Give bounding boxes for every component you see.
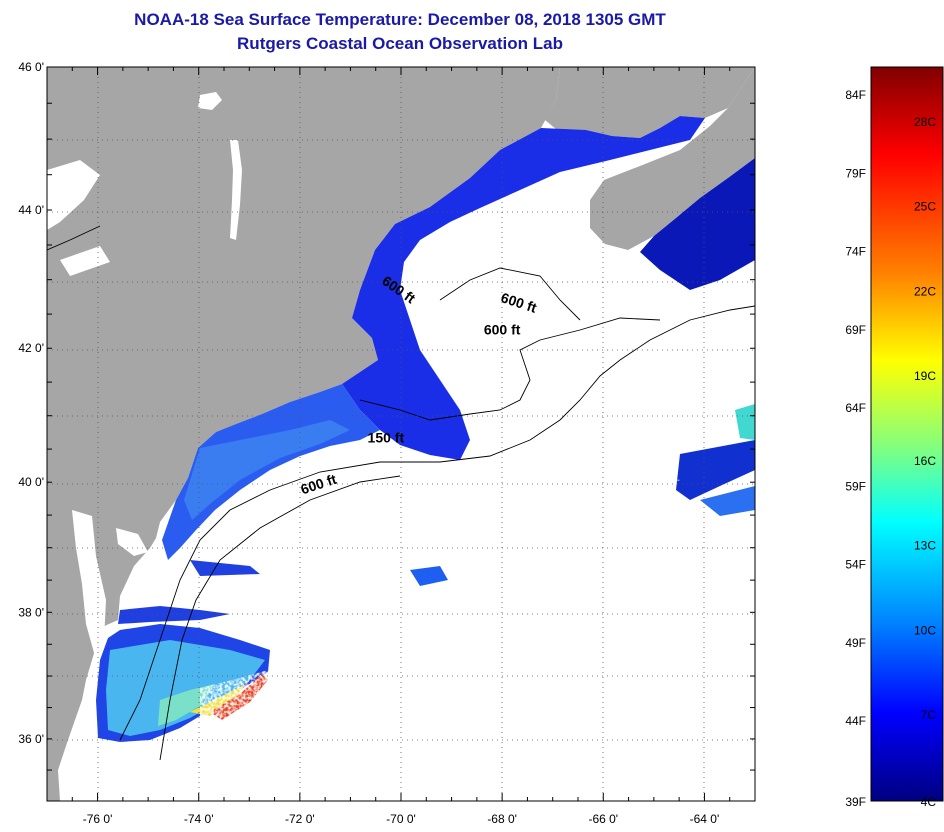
lon-label: -74 0' — [184, 812, 214, 826]
lake-ontario-edge — [47, 160, 100, 230]
lake-champlain — [230, 140, 242, 240]
colorbar-f-label: 39F — [845, 795, 866, 809]
colorbar-c-label: 22C — [914, 284, 936, 298]
lat-label: 44 0' — [18, 203, 44, 217]
colorbar-c-label: 13C — [914, 539, 936, 553]
colorbar-f-label: 74F — [845, 245, 866, 259]
colorbar-c-label: 19C — [914, 369, 936, 383]
land-maine-coast — [545, 67, 755, 138]
lat-label: 38 0' — [18, 605, 44, 619]
map-subtitle: Rutgers Coastal Ocean Observation Lab — [237, 34, 563, 53]
land-nova-scotia — [590, 67, 755, 250]
colorbar-c-label: 4C — [921, 795, 937, 809]
colorbar-f-label: 59F — [845, 479, 866, 493]
colorbar-c-label: 10C — [914, 623, 936, 637]
lon-label: -72 0' — [285, 812, 315, 826]
colorbar-c-label: 16C — [914, 454, 936, 468]
colorbar-c-label: 28C — [914, 115, 936, 129]
colorbar-c-label: 25C — [914, 200, 936, 214]
land-mainland — [47, 67, 560, 801]
lat-label: 42 0' — [18, 341, 44, 355]
contour-label: 600 ft — [484, 322, 521, 338]
bathymetry-contours — [47, 225, 755, 761]
colorbar-f-label: 44F — [845, 714, 866, 728]
lon-label: -66 0' — [588, 812, 618, 826]
contour-label: 150 ft — [368, 429, 405, 445]
colorbar-f-label: 69F — [845, 323, 866, 337]
lat-label: 40 0' — [18, 475, 44, 489]
chesapeake-bay — [72, 510, 106, 660]
delaware-bay — [116, 528, 148, 556]
colorbar-c-label: 7C — [921, 708, 937, 722]
colorbar-f-label: 54F — [845, 558, 866, 572]
colorbar-f-label: 79F — [845, 166, 866, 180]
axis-ticks: -76 0' -74 0' -72 0' -70 0' -68 0' -66 0' -64 … — [18, 60, 756, 826]
lat-label: 46 0' — [18, 60, 44, 74]
map-grid — [47, 67, 755, 801]
colorbar-f-label: 49F — [845, 636, 866, 650]
colorbar-f-label: 84F — [845, 88, 866, 102]
lat-label: 36 0' — [18, 732, 44, 746]
map-title: NOAA-18 Sea Surface Temperature: Decembe… — [134, 10, 666, 29]
lon-label: -68 0' — [487, 812, 517, 826]
lon-label: -76 0' — [83, 812, 113, 826]
lake-winnipesaukee — [198, 92, 222, 110]
colorbar-gradient — [870, 66, 944, 802]
lon-label: -70 0' — [386, 812, 416, 826]
colorbar-f-label: 64F — [845, 401, 866, 415]
lon-label: -64 0' — [690, 812, 720, 826]
sst-gulfstream-warm — [200, 470, 755, 801]
finger-lakes — [60, 246, 110, 276]
